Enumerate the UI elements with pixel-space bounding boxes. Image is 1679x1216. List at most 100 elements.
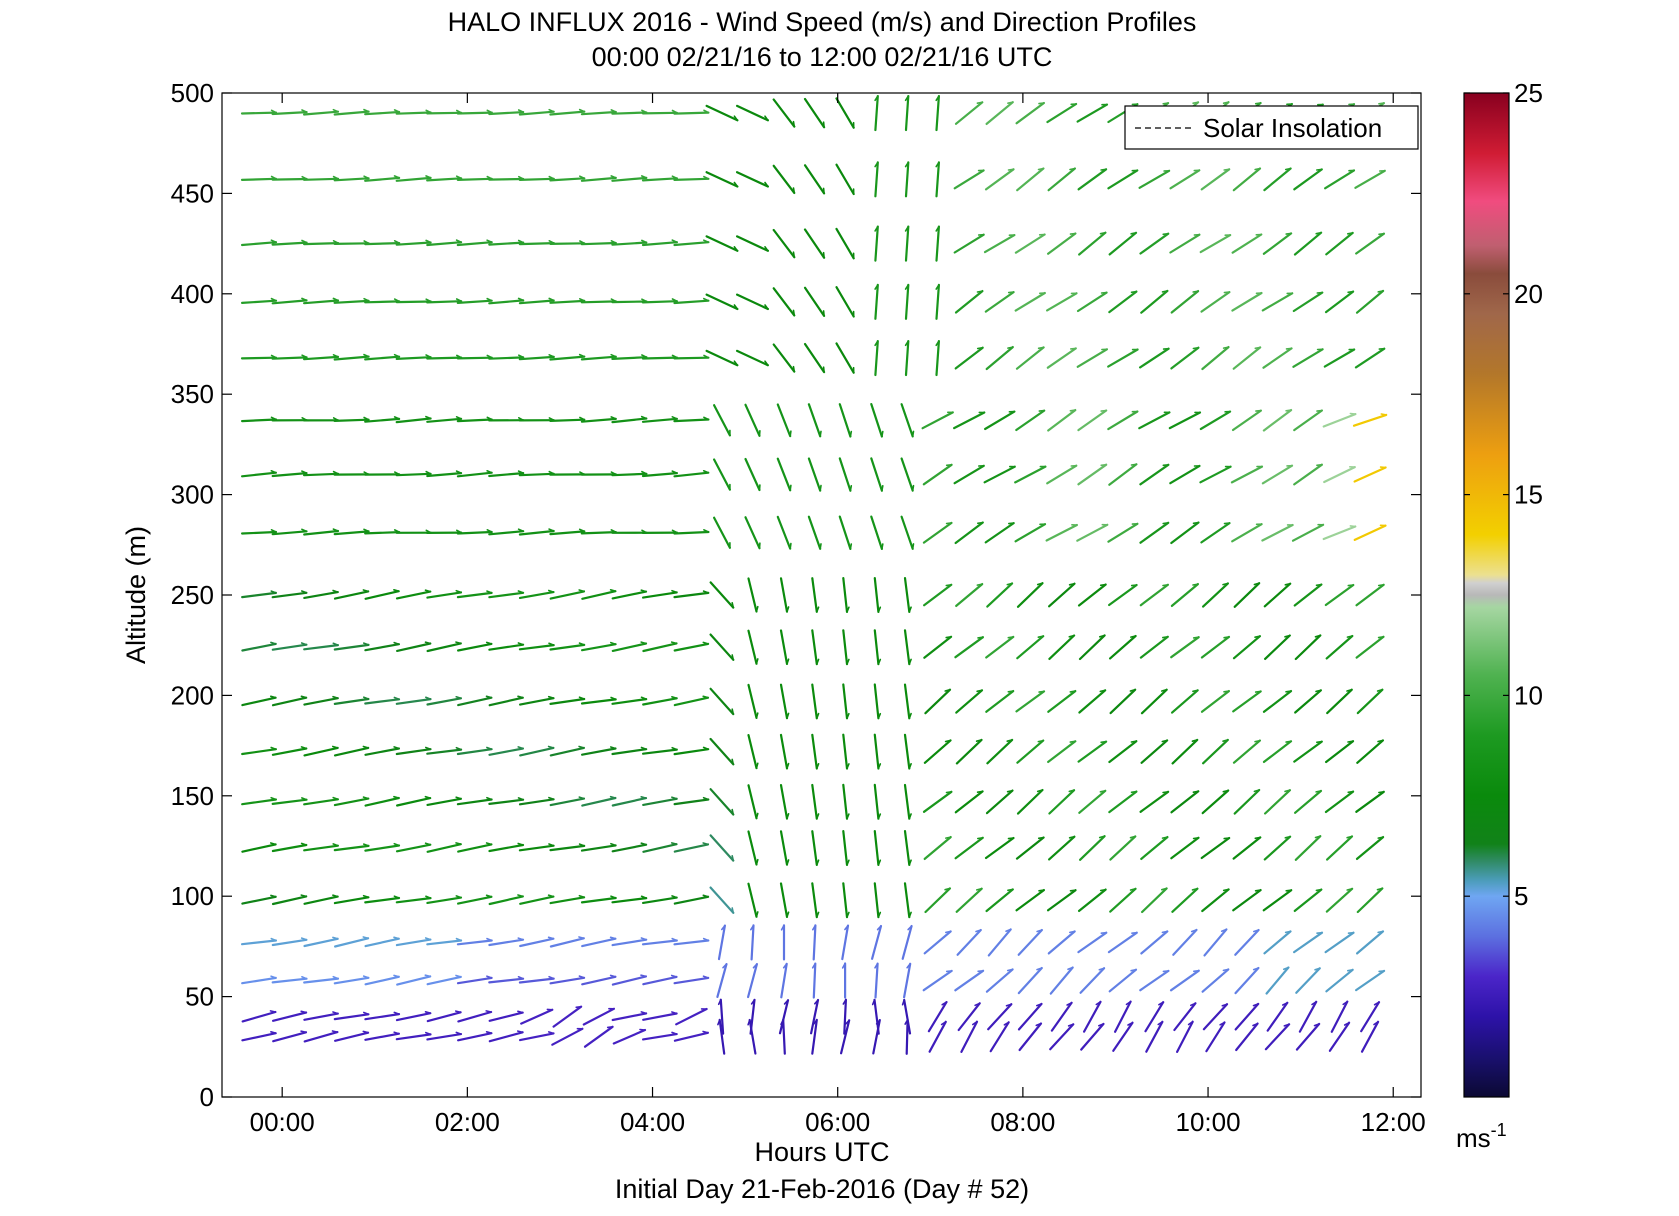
wind-vector-head — [640, 895, 648, 899]
wind-vector — [303, 299, 340, 305]
wind-vector-head — [517, 894, 524, 898]
wind-vector — [272, 1031, 308, 1043]
wind-vector-head — [1130, 635, 1137, 638]
wind-vector — [518, 590, 555, 600]
wind-vector — [983, 410, 1016, 431]
wind-vector — [1324, 583, 1355, 607]
wind-vector-head — [455, 298, 463, 303]
wind-vector — [457, 642, 493, 652]
wind-vector-head — [755, 762, 759, 769]
wind-vector-head — [786, 606, 790, 613]
wind-vector — [709, 687, 735, 716]
wind-vector — [642, 642, 678, 653]
wind-vector — [488, 1011, 524, 1022]
wind-vector — [1326, 688, 1353, 715]
wind-vector-head — [786, 762, 790, 770]
wind-vector-head — [874, 161, 879, 168]
wind-vector — [1045, 523, 1079, 542]
wind-vector — [1169, 969, 1200, 992]
wind-vector-head — [1376, 887, 1384, 891]
wind-vector — [395, 748, 432, 756]
wind-vector-head — [332, 642, 339, 646]
wind-vector — [488, 1031, 524, 1043]
wind-vector-head — [548, 975, 555, 980]
wind-vector-head — [670, 842, 678, 846]
wind-vector — [333, 1013, 370, 1021]
wind-vector — [1015, 836, 1045, 860]
wind-vector-head — [1223, 636, 1230, 639]
wind-vector-head — [517, 297, 525, 302]
wind-vector — [641, 1032, 678, 1041]
wind-vector-head — [517, 109, 525, 113]
wind-vector — [1015, 888, 1046, 912]
wind-vector-head — [548, 642, 555, 646]
chart-subtitle: 00:00 02/21/16 to 12:00 02/21/16 UTC — [592, 42, 1053, 72]
wind-vector — [842, 783, 849, 820]
wind-vector — [712, 516, 732, 549]
wind-vector — [874, 161, 879, 198]
wind-vector — [922, 521, 953, 544]
wind-vector-head — [1069, 409, 1077, 412]
wind-vector — [1109, 688, 1137, 715]
wind-vector-head — [976, 689, 983, 693]
wind-vector-head — [425, 298, 432, 303]
wind-vector — [580, 530, 617, 535]
wind-vector-head — [424, 1031, 432, 1036]
wind-vector-head — [815, 762, 820, 770]
wind-vector — [1107, 169, 1139, 190]
wind-vector — [518, 844, 555, 852]
wind-vector-head — [641, 298, 648, 303]
wind-vector — [1077, 931, 1108, 954]
wind-vector — [580, 844, 617, 852]
wind-vector-head — [1223, 690, 1230, 693]
wind-vector-head — [1192, 101, 1199, 104]
wind-vector — [1200, 168, 1231, 191]
wind-vector — [935, 225, 941, 262]
wind-vector — [1235, 1022, 1259, 1052]
wind-vector-head — [1347, 740, 1354, 743]
wind-vector — [1232, 167, 1262, 192]
wind-vector — [744, 457, 761, 492]
wind-vector — [841, 924, 850, 961]
wind-vector-head — [517, 746, 524, 750]
wind-vector-head — [1100, 931, 1108, 935]
wind-vector-head — [609, 795, 617, 799]
wind-vector — [923, 635, 953, 659]
wind-vector-head — [842, 998, 847, 1005]
wind-vector — [673, 356, 710, 360]
wind-vector-head — [1342, 1000, 1349, 1006]
wind-vector-head — [486, 416, 493, 421]
wind-vector — [1292, 931, 1324, 954]
wind-vector-head — [1285, 409, 1292, 412]
wind-vector-head — [1068, 835, 1076, 839]
wind-vector — [1047, 930, 1076, 955]
wind-vector — [549, 844, 586, 852]
wind-vector-head — [935, 161, 940, 168]
wind-vector-head — [547, 695, 555, 700]
wind-vector-head — [935, 225, 940, 232]
wind-vector-head — [780, 924, 785, 931]
wind-vector-head — [363, 353, 370, 358]
wind-vector — [551, 1027, 584, 1046]
wind-vector-head — [1378, 102, 1385, 105]
wind-vector-head — [815, 606, 820, 613]
wind-vector — [985, 101, 1014, 126]
wind-vector-head — [393, 696, 400, 701]
wind-vector-head — [332, 936, 339, 940]
wind-vector — [1140, 930, 1169, 955]
wind-vector — [241, 642, 277, 652]
wind-vector — [1138, 347, 1170, 369]
wind-vector — [1169, 464, 1201, 485]
wind-vector — [364, 643, 400, 652]
wind-vector-head — [1129, 835, 1137, 839]
wind-vector-head — [301, 109, 308, 113]
wind-vector — [735, 171, 770, 188]
wind-vector-head — [733, 115, 739, 122]
wind-vector — [900, 457, 914, 492]
wind-vector-head — [270, 239, 277, 243]
wind-vector — [746, 962, 759, 999]
wind-vector — [364, 1032, 400, 1041]
wind-vector-head — [789, 430, 792, 437]
wind-vector — [303, 177, 340, 181]
wind-vector-head — [849, 430, 853, 438]
